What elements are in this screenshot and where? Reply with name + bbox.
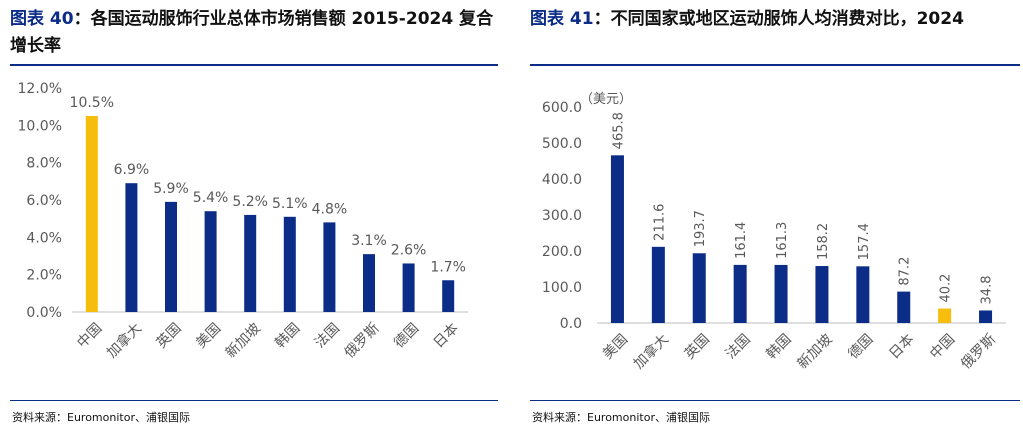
bar [283,216,296,312]
bar-value-label: 10.5% [70,95,114,111]
category-label: 新加坡 [795,331,836,372]
title-rule [530,64,1020,66]
bar-value-label: 161.4 [734,222,749,259]
bar-value-label: 5.1% [272,196,308,212]
category-label: 法国 [723,331,754,362]
figure-title: 图表 40：各国运动服饰行业总体市场销售额 2015-2024 复合增长率 [10,6,500,60]
y-tick-label: 6.0% [26,193,62,209]
bar-value-label: 4.8% [312,201,348,217]
y-tick-label: 400.0 [542,172,582,188]
title-rule [10,64,498,66]
bar-value-label: 158.2 [816,223,831,260]
bar [85,116,98,312]
y-tick-label: 100.0 [542,280,582,296]
bar [692,253,706,323]
category-label: 俄罗斯 [342,320,383,361]
y-tick-label: 0.0 [560,316,582,332]
category-label: 日本 [886,331,917,362]
figure-title-text: ：不同国家或地区运动服饰人均消费对比，2024 [593,9,964,29]
bar [363,254,375,312]
bar [815,266,829,323]
category-label: 美国 [600,331,631,362]
category-label: 韩国 [764,331,795,362]
bar-value-label: 5.2% [232,194,268,210]
y-tick-label: 0.0% [26,305,62,321]
category-label: 德国 [845,331,876,362]
category-label: 法国 [312,320,343,351]
bar [125,183,138,312]
bar-value-label: 157.4 [857,223,872,260]
figure-title: 图表 41：不同国家或地区运动服饰人均消费对比，2024 [530,6,1020,33]
category-label: 德国 [391,320,422,351]
bar [856,266,870,323]
bar-value-label: 6.9% [114,162,150,178]
category-label: 英国 [681,331,713,363]
y-tick-label: 600.0 [542,100,582,116]
figure-number: 图表 40 [10,9,74,29]
y-tick-label: 12.0% [18,81,62,97]
bar [442,280,455,312]
category-label: 英国 [153,320,185,352]
bar [938,308,952,323]
category-label: 俄罗斯 [958,331,999,372]
bar-value-label: 1.7% [430,259,466,275]
bar [165,201,177,312]
chart-panel-per-capita: 图表 41：不同国家或地区运动服饰人均消费对比，2024 0.0 100.0 200… [520,0,1023,432]
category-label: 加拿大 [103,320,145,362]
y-tick-label: 300.0 [542,208,582,224]
bar-value-label: 40.2 [939,274,954,303]
bar [651,246,665,323]
cagr-bar-chart: 0.0% 2.0% 4.0% 6.0% 8.0% 10.0% 12.0% 10.5% 中国 6.9… [18,81,468,362]
category-label: 中国 [927,331,958,362]
footer-rule [10,400,498,401]
bar [323,222,336,312]
bar [402,263,415,312]
bar-value-label: 211.6 [652,204,667,241]
category-label: 美国 [193,320,224,351]
bar [897,291,911,323]
bar-value-label: 3.1% [351,233,387,249]
y-tick-label: 200.0 [542,244,582,260]
bar-value-label: 161.3 [775,222,790,259]
bar-value-label: 87.2 [898,257,913,286]
category-label: 新加坡 [223,320,264,361]
bar [774,264,788,323]
bar-value-label: 2.6% [391,242,427,258]
category-label: 日本 [431,320,462,351]
bar [610,155,624,323]
bar [733,264,747,323]
bar-value-label: 5.9% [153,181,189,197]
bar [979,310,993,323]
category-label: 加拿大 [630,331,672,373]
y-tick-label: 2.0% [26,268,62,284]
source-note: 资料来源：Euromonitor、浦银国际 [12,411,190,424]
category-label: 中国 [74,320,105,351]
y-tick-label: 4.0% [26,230,62,246]
bar [204,211,217,312]
figure-title-text: ：各国运动服饰行业总体市场销售额 2015-2024 复合增长率 [10,9,494,56]
bar-value-label: 5.4% [193,190,229,206]
y-tick-label: 10.0% [18,118,62,134]
y-tick-label: 500.0 [542,136,582,152]
bar-value-label: 34.8 [980,276,995,305]
footer-rule [530,400,1020,401]
source-note: 资料来源：Euromonitor、浦银国际 [532,411,710,424]
bar-value-label: 465.8 [611,112,626,149]
y-unit-label: （美元） [580,92,632,107]
figure-number: 图表 41 [530,9,594,29]
category-label: 韩国 [272,320,303,351]
per-capita-bar-chart: 0.0 100.0 200.0 300.0 400.0 500.0 600.0（美元） 465… [542,92,1006,373]
y-tick-label: 8.0% [26,156,62,172]
bar [244,214,257,312]
chart-panel-cagr: 图表 40：各国运动服饰行业总体市场销售额 2015-2024 复合增长率 0.… [0,0,500,432]
bar-value-label: 193.7 [693,210,708,247]
